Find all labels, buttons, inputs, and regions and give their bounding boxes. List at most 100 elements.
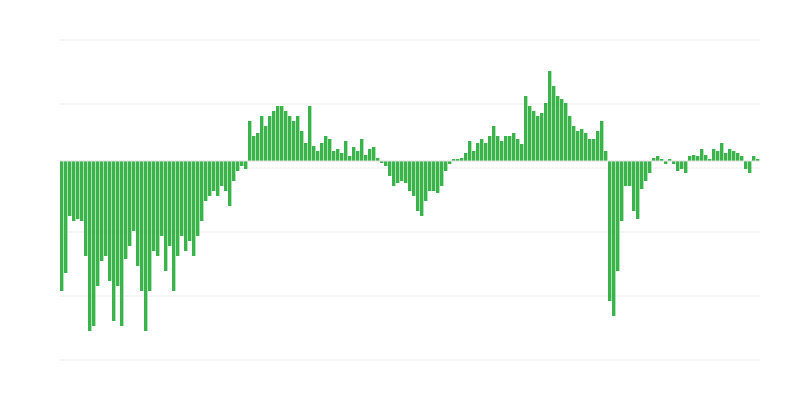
bar-70 bbox=[340, 153, 344, 161]
bar-30 bbox=[180, 161, 184, 236]
bar-119 bbox=[536, 116, 540, 161]
bar-98 bbox=[452, 159, 456, 161]
bar-158 bbox=[692, 155, 696, 161]
bar-164 bbox=[716, 151, 720, 161]
bar-18 bbox=[132, 161, 136, 231]
bar-93 bbox=[432, 161, 436, 191]
bar-161 bbox=[704, 155, 708, 161]
bar-55 bbox=[280, 106, 284, 161]
bar-22 bbox=[148, 161, 152, 291]
bar-35 bbox=[200, 161, 204, 221]
bar-41 bbox=[224, 161, 228, 191]
bar-91 bbox=[424, 161, 428, 201]
bar-92 bbox=[428, 161, 432, 191]
bar-160 bbox=[700, 149, 704, 161]
bar-113 bbox=[512, 133, 516, 161]
bar-37 bbox=[208, 161, 212, 196]
bar-134 bbox=[596, 131, 600, 161]
bar-63 bbox=[312, 146, 316, 161]
bar-135 bbox=[600, 121, 604, 161]
bar-141 bbox=[624, 161, 628, 186]
bar-137 bbox=[608, 161, 612, 301]
bar-84 bbox=[396, 161, 400, 183]
bar-2 bbox=[68, 161, 72, 216]
bar-117 bbox=[528, 106, 532, 161]
bar-8 bbox=[92, 161, 96, 326]
bar-94 bbox=[436, 161, 440, 193]
bar-79 bbox=[376, 158, 380, 161]
bar-168 bbox=[732, 151, 736, 161]
bar-60 bbox=[300, 131, 304, 161]
bar-136 bbox=[604, 151, 608, 161]
bar-99 bbox=[456, 159, 460, 161]
bar-165 bbox=[720, 143, 724, 161]
bar-172 bbox=[748, 161, 752, 173]
bar-122 bbox=[548, 71, 552, 161]
bar-67 bbox=[328, 139, 332, 161]
bar-49 bbox=[256, 133, 260, 161]
bar-151 bbox=[664, 161, 668, 164]
bar-6 bbox=[84, 161, 88, 256]
bar-81 bbox=[384, 161, 388, 166]
bar-59 bbox=[296, 116, 300, 161]
bar-146 bbox=[644, 161, 648, 181]
bar-95 bbox=[440, 161, 444, 186]
bar-88 bbox=[412, 161, 416, 196]
bar-153 bbox=[672, 161, 676, 164]
bar-138 bbox=[612, 161, 616, 316]
bar-110 bbox=[500, 141, 504, 161]
bar-26 bbox=[164, 161, 168, 271]
bar-61 bbox=[304, 143, 308, 161]
bar-74 bbox=[356, 151, 360, 161]
bar-109 bbox=[496, 136, 500, 161]
bar-154 bbox=[676, 161, 680, 171]
bar-107 bbox=[488, 136, 492, 161]
bar-36 bbox=[204, 161, 208, 201]
bar-142 bbox=[628, 161, 632, 186]
bar-118 bbox=[532, 111, 536, 161]
bar-69 bbox=[336, 149, 340, 161]
bar-139 bbox=[616, 161, 620, 271]
bar-28 bbox=[172, 161, 176, 291]
bar-73 bbox=[352, 147, 356, 161]
bar-12 bbox=[108, 161, 112, 281]
bar-52 bbox=[268, 116, 272, 161]
bar-140 bbox=[620, 161, 624, 221]
bar-104 bbox=[476, 143, 480, 161]
bar-114 bbox=[516, 139, 520, 161]
bar-89 bbox=[416, 161, 420, 211]
bar-54 bbox=[276, 106, 280, 161]
bar-1 bbox=[64, 161, 68, 273]
bar-85 bbox=[400, 161, 404, 181]
bar-174 bbox=[756, 159, 760, 161]
bar-115 bbox=[520, 144, 524, 161]
bar-131 bbox=[584, 133, 588, 161]
bar-17 bbox=[128, 161, 132, 246]
bar-58 bbox=[292, 121, 296, 161]
bar-65 bbox=[320, 143, 324, 161]
bar-103 bbox=[472, 151, 476, 161]
bar-102 bbox=[468, 141, 472, 161]
bar-32 bbox=[188, 161, 192, 241]
bar-130 bbox=[580, 129, 584, 161]
bar-53 bbox=[272, 111, 276, 161]
bar-128 bbox=[572, 126, 576, 161]
bar-10 bbox=[100, 161, 104, 261]
bar-100 bbox=[460, 158, 464, 161]
bar-68 bbox=[332, 151, 336, 161]
bar-3 bbox=[72, 161, 76, 221]
bar-11 bbox=[104, 161, 108, 256]
bar-0 bbox=[60, 161, 64, 291]
bar-51 bbox=[264, 126, 268, 161]
bar-15 bbox=[120, 161, 124, 326]
bar-163 bbox=[712, 149, 716, 161]
bar-157 bbox=[688, 156, 692, 161]
bar-64 bbox=[316, 151, 320, 161]
bar-33 bbox=[192, 161, 196, 256]
bar-162 bbox=[708, 159, 712, 161]
bar-149 bbox=[656, 156, 660, 161]
bar-144 bbox=[636, 161, 640, 219]
bar-80 bbox=[380, 161, 384, 163]
bar-50 bbox=[260, 116, 264, 161]
